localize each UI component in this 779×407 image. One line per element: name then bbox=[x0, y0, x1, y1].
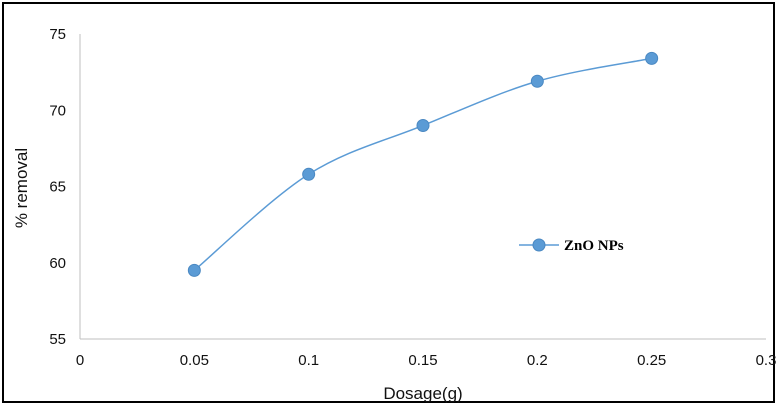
x-tick-label: 0.05 bbox=[180, 352, 209, 369]
series-layer bbox=[187, 51, 659, 277]
data-point bbox=[187, 263, 201, 277]
y-tick-label: 60 bbox=[49, 255, 66, 272]
y-axis-title: % removal bbox=[12, 148, 31, 228]
legend-label: ZnO NPs bbox=[564, 238, 624, 254]
y-tick-label: 70 bbox=[49, 102, 66, 119]
legend: ZnO NPs bbox=[519, 238, 624, 254]
y-tick-label: 55 bbox=[49, 331, 66, 348]
legend-marker bbox=[532, 238, 546, 252]
data-point bbox=[416, 119, 430, 132]
x-tick-label: 0.2 bbox=[527, 352, 548, 369]
data-point bbox=[645, 51, 659, 65]
data-point bbox=[530, 74, 544, 88]
x-tick-label: 0.15 bbox=[408, 352, 437, 369]
tick-labels: 0 0.05 0.1 0.15 0.2 0.25 0.3 55 60 65 70 75 bbox=[49, 26, 776, 369]
y-tick-label: 75 bbox=[49, 26, 66, 43]
x-tick-label: 0 bbox=[76, 352, 84, 369]
x-axis-title: Dosage(g) bbox=[383, 384, 462, 403]
data-point bbox=[302, 167, 316, 181]
x-tick-label: 0.3 bbox=[756, 352, 777, 369]
x-tick-label: 0.1 bbox=[298, 352, 319, 369]
x-tick-label: 0.25 bbox=[637, 352, 666, 369]
chart-frame bbox=[2, 2, 775, 403]
axes bbox=[79, 34, 766, 340]
y-tick-label: 65 bbox=[49, 179, 66, 196]
